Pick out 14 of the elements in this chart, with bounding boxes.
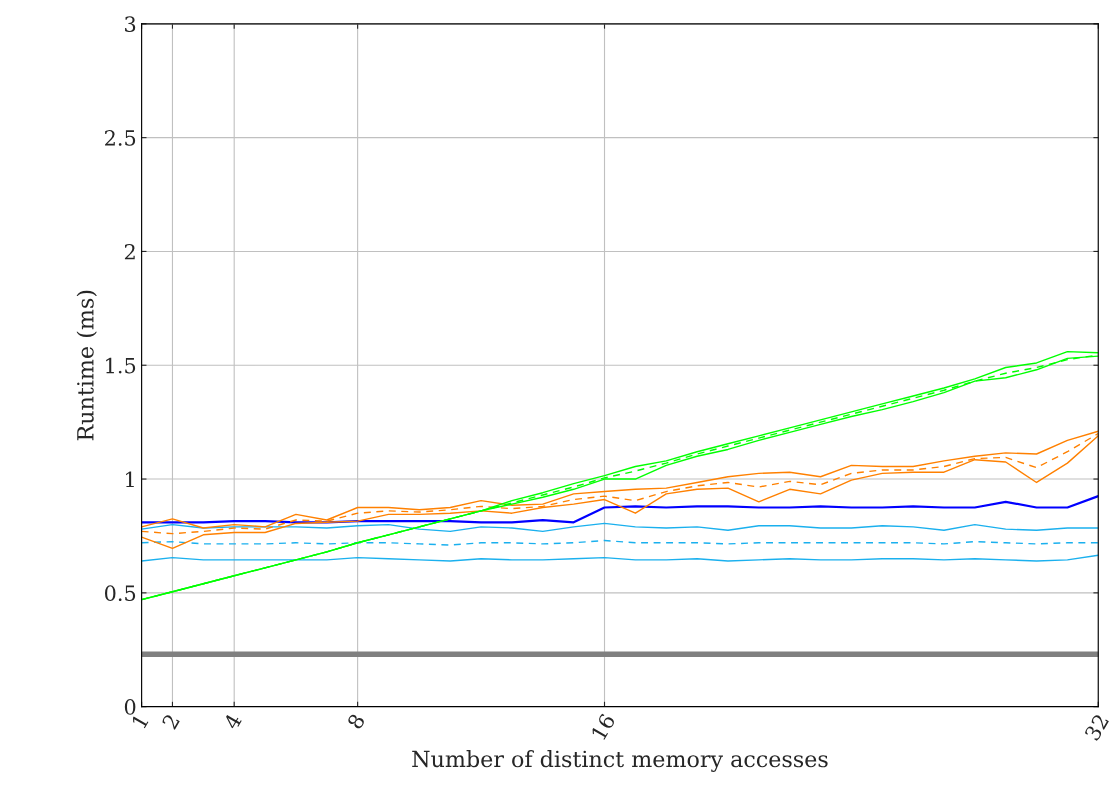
- x-tick-label: 2: [161, 713, 180, 730]
- y-tick-label: 0.5: [104, 585, 136, 602]
- y-tick-label: 1: [126, 471, 134, 487]
- y-axis-title: Runtime (ms): [76, 290, 97, 441]
- y-tick-label: 1.5: [106, 357, 136, 374]
- y-tick-label: 2: [124, 243, 135, 260]
- x-tick-label: 16: [590, 712, 616, 741]
- y-tick-label: 3: [125, 16, 136, 33]
- x-tick-label: 4: [222, 712, 242, 731]
- x-axis-title: Number of distinct memory accesses: [412, 750, 828, 772]
- y-tick-label: 0: [124, 699, 136, 715]
- x-tick-label: 8: [346, 712, 366, 730]
- x-tick-label: 32: [1084, 713, 1110, 742]
- y-tick-label: 2.5: [105, 130, 136, 146]
